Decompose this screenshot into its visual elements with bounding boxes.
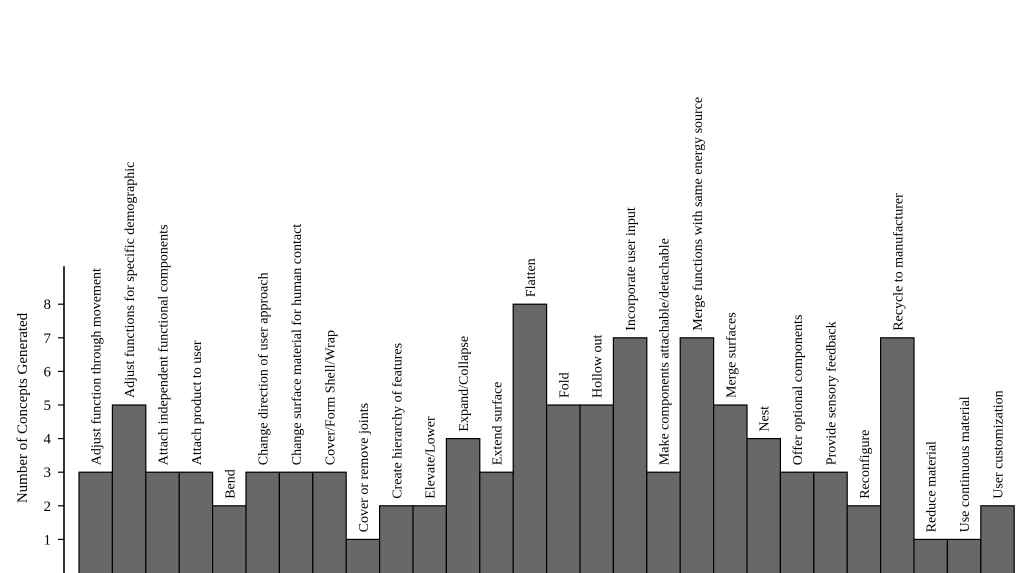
category-label: Attach independent functional components bbox=[157, 225, 172, 466]
category-label: User customization bbox=[992, 390, 1007, 498]
bar bbox=[813, 471, 848, 573]
bar bbox=[879, 337, 915, 573]
category-label: Adjust function through movement bbox=[90, 268, 105, 465]
category-label: Incorporate user input bbox=[624, 207, 639, 331]
category-label: Offer optional components bbox=[791, 315, 806, 466]
category-label: Change direction of user approach bbox=[257, 272, 272, 465]
bar bbox=[579, 404, 615, 573]
category-label: Extend surface bbox=[491, 382, 506, 466]
bar bbox=[379, 505, 414, 573]
bar bbox=[111, 404, 147, 573]
bar bbox=[245, 471, 281, 573]
category-label: Attach product to user bbox=[190, 340, 205, 465]
bar bbox=[712, 404, 748, 573]
category-label: Flatten bbox=[524, 258, 539, 297]
bar bbox=[646, 471, 681, 573]
y-tick-label-6: 6 bbox=[44, 364, 52, 380]
bar bbox=[946, 538, 982, 573]
bar bbox=[746, 438, 782, 573]
bar bbox=[612, 337, 648, 573]
category-label: Cover/Form Shell/Wrap bbox=[324, 330, 339, 465]
category-label: Bend bbox=[223, 469, 238, 499]
bar bbox=[512, 303, 548, 573]
category-label: Adjust functions for specific demographi… bbox=[123, 162, 138, 398]
y-tick-label-4: 4 bbox=[44, 432, 52, 448]
y-axis-label: Number of Concepts Generated bbox=[15, 312, 31, 503]
bar bbox=[445, 438, 481, 573]
category-label: Recycle to manufacturer bbox=[891, 193, 906, 331]
bar bbox=[178, 471, 214, 573]
bar bbox=[78, 471, 114, 573]
category-label: Expand/Collapse bbox=[457, 336, 472, 432]
y-tick-label-8: 8 bbox=[44, 297, 52, 313]
bar bbox=[212, 505, 247, 573]
category-label: Change surface material for human contac… bbox=[290, 224, 305, 466]
y-tick-label-7: 7 bbox=[44, 331, 52, 347]
category-label: Hollow out bbox=[591, 335, 606, 399]
category-label: Make components attachable/detachable bbox=[658, 238, 673, 465]
bar bbox=[913, 538, 949, 573]
bar bbox=[779, 471, 815, 573]
y-tick-label-3: 3 bbox=[44, 465, 52, 481]
category-label: Merge surfaces bbox=[724, 312, 739, 398]
category-labels: Adjust function through movement Adjust f… bbox=[90, 97, 1007, 533]
category-label: Cover or remove joints bbox=[357, 403, 372, 532]
category-label: Create hierarchy of features bbox=[390, 343, 405, 499]
y-tick-label-5: 5 bbox=[44, 398, 52, 414]
category-label: Reconfigure bbox=[858, 430, 873, 499]
y-tick-label-2: 2 bbox=[44, 499, 52, 515]
category-label: Use continuous material bbox=[958, 396, 973, 532]
bar bbox=[345, 538, 381, 573]
bar bbox=[278, 471, 314, 573]
y-tick-label-1: 1 bbox=[44, 532, 52, 548]
bar bbox=[545, 404, 581, 573]
category-label: Reduce material bbox=[925, 441, 940, 532]
category-label: Nest bbox=[758, 406, 773, 432]
bar bbox=[312, 471, 347, 573]
bars bbox=[78, 303, 1015, 573]
category-label: Fold bbox=[557, 372, 572, 398]
bar bbox=[679, 337, 715, 573]
bar bbox=[479, 471, 514, 573]
bar bbox=[846, 505, 882, 573]
y-axis-ticks: 1 2 3 4 5 6 7 8 bbox=[44, 297, 64, 548]
category-label: Provide sensory feedback bbox=[825, 321, 840, 465]
bar bbox=[145, 471, 180, 573]
bar bbox=[980, 505, 1015, 573]
category-label: Elevate/Lower bbox=[424, 416, 439, 499]
bar bbox=[412, 505, 448, 573]
category-label: Merge functions with same energy source bbox=[691, 97, 706, 331]
